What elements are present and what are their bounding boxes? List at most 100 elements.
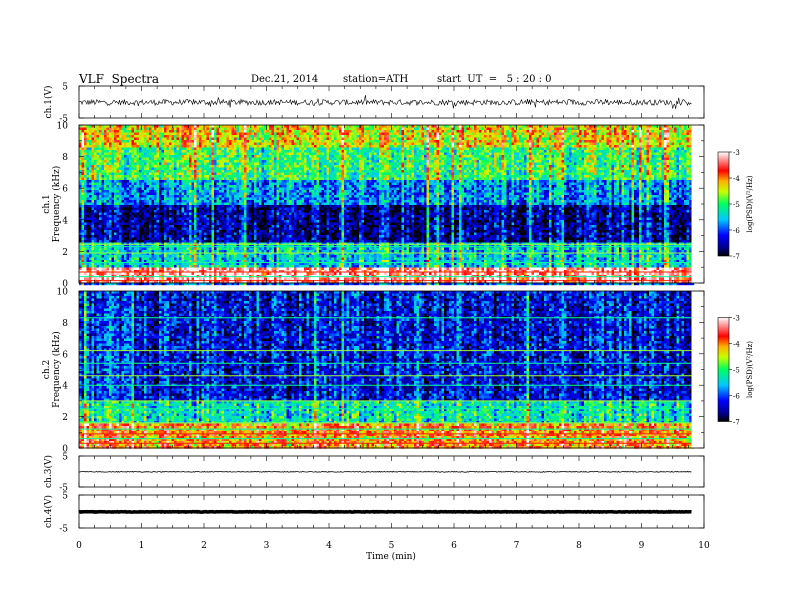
spectrogram-cell: [339, 140, 342, 143]
spectrogram-cell: [544, 157, 547, 161]
spectrogram-cell: [106, 140, 110, 143]
spectrogram-cell: [431, 157, 435, 161]
spectrogram-cell: [429, 125, 432, 128]
spectrogram-cell: [601, 167, 605, 171]
spectrogram-cell: [616, 157, 620, 161]
spectrogram-cell: [546, 145, 550, 148]
spectrogram-cell: [564, 140, 567, 143]
spectrogram-cell: [261, 142, 265, 146]
spectrogram-cell: [504, 142, 507, 146]
spectrogram-cell: [199, 167, 202, 171]
spectrogram-cell: [636, 172, 640, 176]
spectrogram-cell: [549, 145, 552, 148]
spectrogram-cell: [304, 157, 307, 161]
spectrogram-cell: [689, 130, 692, 133]
spectrogram-cell: [89, 127, 92, 131]
spectrogram-cell: [556, 140, 560, 143]
spectrogram-cell: [169, 155, 172, 158]
spectrogram-cell: [146, 152, 150, 156]
spectrogram-cell: [576, 165, 580, 168]
spectrogram-cell: [509, 155, 512, 158]
spectrogram-cell: [526, 160, 530, 163]
spectrogram-cell: [614, 165, 617, 168]
spectrogram-cell: [431, 162, 435, 166]
spectrogram-cell: [109, 127, 112, 131]
spectrogram-cell: [601, 157, 605, 161]
spectrogram-cell: [621, 155, 625, 158]
spectrogram-cell: [504, 125, 507, 128]
spectrogram-cell: [606, 150, 610, 153]
spectrogram-cell: [184, 147, 187, 151]
spectrogram-cell: [484, 172, 487, 176]
spectrogram-cell: [134, 137, 137, 141]
spectrogram-cell: [454, 125, 457, 128]
spectrogram-cell: [504, 170, 507, 173]
spectrogram-cell: [189, 165, 192, 168]
spectrogram-cell: [224, 152, 227, 156]
spectrogram-cell: [171, 170, 175, 173]
spectrogram-cell: [611, 155, 615, 158]
spectrogram-cell: [326, 170, 330, 173]
spectrogram-cell: [594, 162, 597, 166]
spectrogram-cell: [396, 152, 400, 156]
spectrogram-cell: [444, 167, 447, 171]
spectrogram-cell: [169, 140, 172, 143]
spectrogram-cell: [141, 157, 145, 161]
spectrogram-cell: [571, 165, 575, 168]
spectrogram-cell: [331, 160, 335, 163]
spectrogram-cell: [439, 157, 442, 161]
spectrogram-cell: [409, 147, 412, 151]
spectrogram-cell: [146, 170, 150, 173]
spectrogram-cell: [81, 147, 85, 151]
spectrogram-cell: [456, 165, 460, 168]
spectrogram-cell: [436, 157, 440, 161]
spectrogram-cell: [489, 132, 492, 136]
spectrogram-cell: [281, 172, 285, 176]
spectrogram-cell: [516, 155, 520, 158]
spectrogram-cell: [491, 130, 495, 133]
spectrogram-cell: [441, 127, 445, 131]
spectrogram-cell: [336, 130, 340, 133]
spectrogram-cell: [386, 155, 390, 158]
spectrogram-cell: [294, 125, 297, 128]
spectrogram-cell: [199, 160, 202, 163]
spectrogram-cell: [454, 155, 457, 158]
spectrogram-cell: [526, 135, 530, 138]
spectrogram-cell: [406, 137, 410, 141]
spectrogram-cell: [336, 165, 340, 168]
spectrogram-cell: [309, 155, 312, 158]
spectrogram-cell: [666, 167, 670, 171]
spectrogram-cell: [469, 137, 472, 141]
spectrogram-cell: [199, 147, 202, 151]
spectrogram-cell: [176, 132, 180, 136]
spectrogram-cell: [304, 130, 307, 133]
spectrogram-cell: [486, 132, 490, 136]
spectrogram-cell: [216, 135, 220, 138]
spectrogram-cell: [264, 167, 267, 171]
spectrogram-cell: [501, 170, 505, 173]
spectrogram-cell: [474, 162, 477, 166]
spectrogram-cell: [494, 152, 497, 156]
spectrogram-cell: [261, 140, 265, 143]
spectrogram-cell: [689, 140, 692, 143]
spectrogram-cell: [409, 167, 412, 171]
spectrogram-cell: [286, 172, 290, 176]
spectrogram-cell: [591, 172, 595, 176]
spectrogram-cell: [114, 160, 117, 163]
spectrogram-cell: [226, 142, 230, 146]
spectrogram-cell: [136, 137, 140, 141]
spectrogram-cell: [361, 137, 365, 141]
spectrogram-cell: [184, 165, 187, 168]
spectrogram-cell: [366, 160, 370, 163]
spectrogram-cell: [281, 130, 285, 133]
spectrogram-cell: [174, 165, 177, 168]
spectrogram-cell: [186, 152, 190, 156]
spectrogram-cell: [671, 155, 675, 158]
spectrogram-cell: [489, 137, 492, 141]
spectrogram-cell: [646, 140, 650, 143]
spectrogram-cell: [521, 135, 525, 138]
spectrogram-cell: [484, 135, 487, 138]
spectrogram-cell: [154, 127, 157, 131]
spectrogram-cell: [506, 142, 510, 146]
spectrogram-cell: [669, 160, 672, 163]
